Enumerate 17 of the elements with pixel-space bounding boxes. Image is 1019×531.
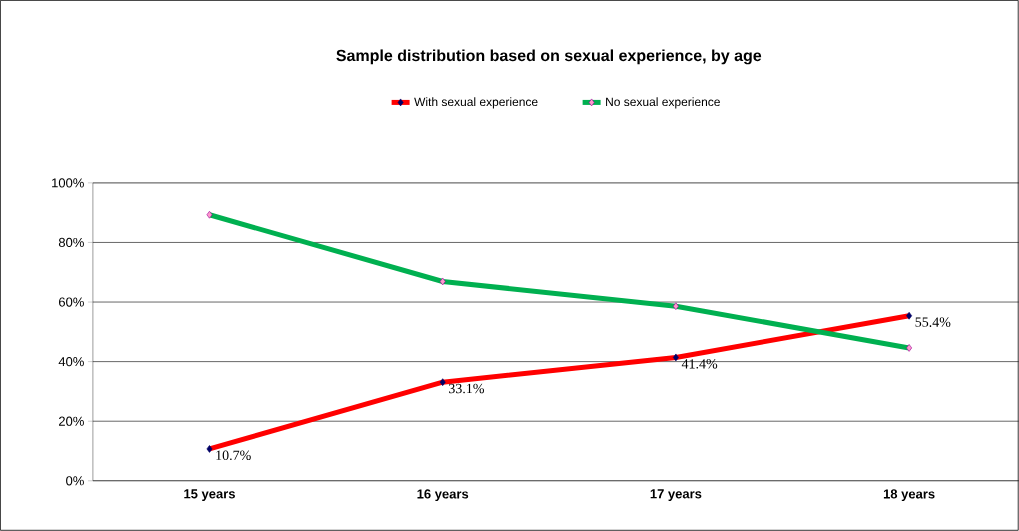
data-label: 41.4% — [681, 359, 718, 369]
y-tick-label: 20% — [59, 416, 84, 426]
y-tick-label: 80% — [58, 238, 84, 248]
y-tick-label: 60% — [59, 297, 84, 307]
legend-label: No sexual experience — [606, 97, 720, 109]
x-tick-label: 18 years — [883, 489, 935, 502]
x-tick-label: 15 years — [184, 489, 235, 502]
legend-label: With sexual experience — [414, 97, 538, 109]
data-label: 55.4% — [915, 317, 951, 328]
y-tick-label: 100% — [52, 178, 84, 188]
x-tick-label: 17 years — [650, 489, 702, 502]
y-tick-label: 40% — [58, 357, 84, 367]
x-tick-label: 16 years — [417, 489, 469, 502]
chart-title: Sample distribution based on sexual experience, by age — [336, 49, 762, 65]
data-label: 33.1% — [449, 383, 484, 394]
data-label: 10.7% — [216, 450, 251, 461]
y-tick-label: 0% — [66, 476, 84, 486]
